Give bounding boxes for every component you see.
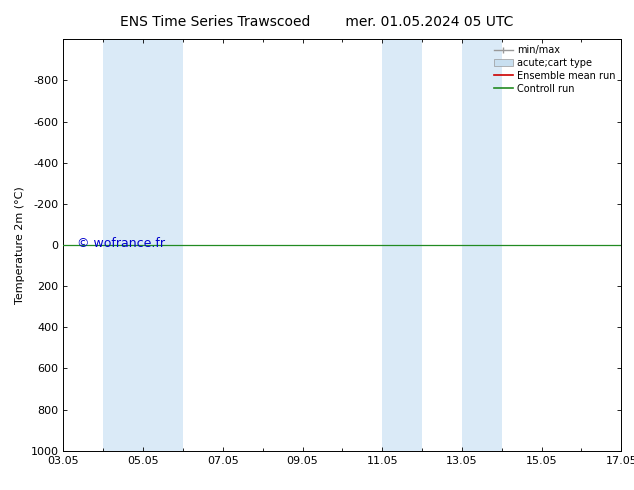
Y-axis label: Temperature 2m (°C): Temperature 2m (°C) (15, 186, 25, 304)
Text: ENS Time Series Trawscoed        mer. 01.05.2024 05 UTC: ENS Time Series Trawscoed mer. 01.05.202… (120, 15, 514, 29)
Legend: min/max, acute;cart type, Ensemble mean run, Controll run: min/max, acute;cart type, Ensemble mean … (489, 41, 619, 98)
Text: © wofrance.fr: © wofrance.fr (77, 237, 165, 250)
Bar (382, 39, 422, 451)
Bar (462, 39, 501, 451)
Bar (143, 39, 183, 451)
Bar (103, 39, 143, 451)
